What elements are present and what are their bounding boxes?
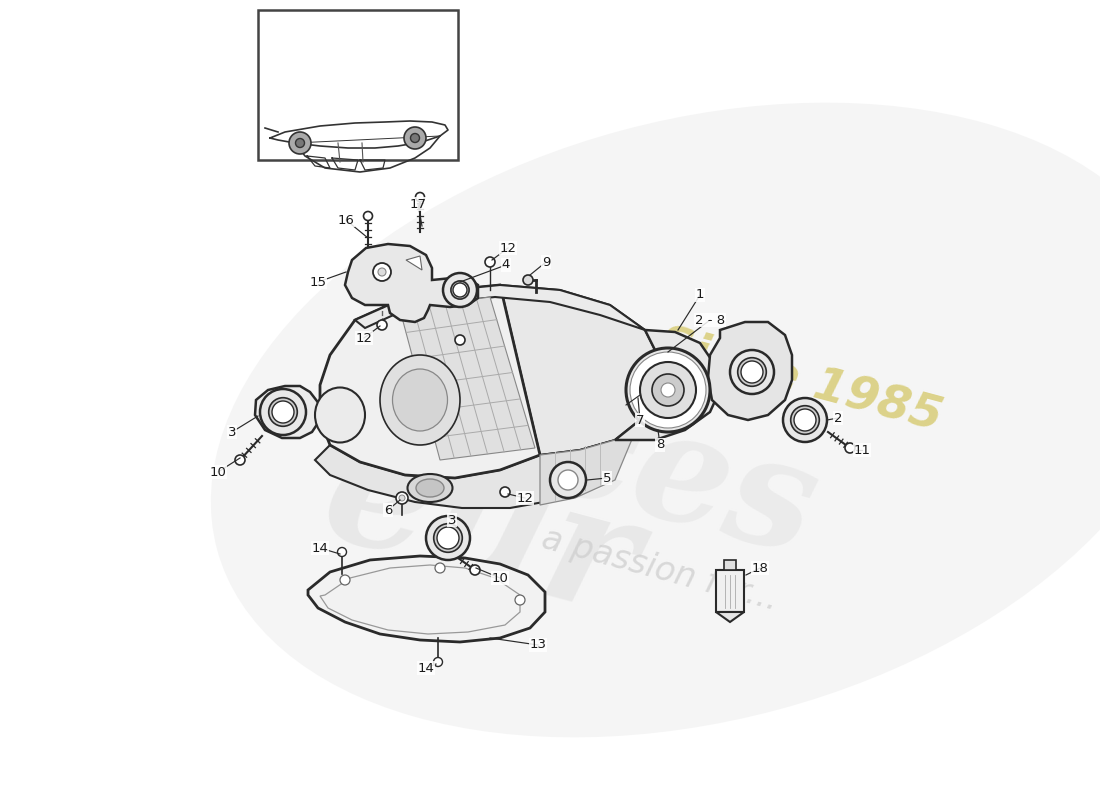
Circle shape	[434, 563, 446, 573]
Polygon shape	[255, 386, 320, 438]
Circle shape	[845, 443, 855, 453]
Text: 13: 13	[529, 638, 547, 651]
FancyBboxPatch shape	[724, 560, 736, 570]
Text: 9: 9	[542, 255, 550, 269]
Circle shape	[738, 358, 767, 386]
Ellipse shape	[379, 355, 460, 445]
Circle shape	[268, 398, 297, 426]
Polygon shape	[716, 612, 744, 622]
Polygon shape	[615, 330, 720, 440]
Circle shape	[522, 275, 534, 285]
Ellipse shape	[315, 387, 365, 442]
Circle shape	[235, 455, 245, 465]
Polygon shape	[355, 285, 645, 330]
Polygon shape	[540, 420, 640, 505]
Text: 2: 2	[834, 411, 843, 425]
Circle shape	[399, 495, 405, 501]
Circle shape	[433, 524, 462, 552]
Circle shape	[340, 575, 350, 585]
Circle shape	[794, 409, 816, 431]
Text: 14: 14	[418, 662, 434, 674]
Circle shape	[260, 389, 306, 435]
Text: 17: 17	[409, 198, 427, 210]
Circle shape	[730, 350, 774, 394]
Polygon shape	[320, 285, 540, 478]
Circle shape	[338, 547, 346, 557]
Text: 4: 4	[502, 258, 510, 271]
Circle shape	[500, 487, 510, 497]
Text: 7: 7	[636, 414, 645, 426]
Text: 5: 5	[603, 471, 612, 485]
Polygon shape	[345, 244, 478, 322]
Circle shape	[453, 283, 468, 297]
Text: 14: 14	[311, 542, 329, 554]
Circle shape	[373, 263, 390, 281]
Circle shape	[296, 138, 305, 147]
Circle shape	[378, 268, 386, 276]
Circle shape	[470, 565, 480, 575]
Circle shape	[289, 132, 311, 154]
Circle shape	[558, 470, 578, 490]
Circle shape	[455, 335, 465, 345]
Text: 8: 8	[656, 438, 664, 451]
Circle shape	[661, 383, 675, 397]
Circle shape	[640, 362, 696, 418]
Ellipse shape	[393, 369, 448, 431]
Circle shape	[741, 361, 763, 383]
Polygon shape	[308, 556, 544, 642]
Circle shape	[396, 492, 408, 504]
Circle shape	[426, 516, 470, 560]
Polygon shape	[315, 440, 615, 508]
FancyBboxPatch shape	[716, 570, 744, 612]
Bar	[258, 10, 458, 160]
Text: 6: 6	[384, 503, 393, 517]
Circle shape	[783, 398, 827, 442]
Text: 12: 12	[499, 242, 517, 254]
Text: 3: 3	[448, 514, 456, 526]
Text: ces: ces	[527, 372, 833, 588]
Circle shape	[410, 134, 419, 142]
Text: 11: 11	[854, 443, 870, 457]
Polygon shape	[406, 256, 422, 270]
Polygon shape	[400, 297, 535, 460]
Text: 2 - 8: 2 - 8	[695, 314, 725, 326]
Circle shape	[652, 374, 684, 406]
Circle shape	[363, 211, 373, 221]
Circle shape	[791, 406, 820, 434]
Text: 12: 12	[355, 331, 373, 345]
Text: 16: 16	[338, 214, 354, 226]
Circle shape	[377, 320, 387, 330]
Text: 15: 15	[309, 275, 327, 289]
Circle shape	[437, 527, 459, 549]
Circle shape	[550, 462, 586, 498]
Text: 1: 1	[695, 289, 704, 302]
Ellipse shape	[407, 474, 452, 502]
Circle shape	[451, 281, 469, 299]
Circle shape	[443, 273, 477, 307]
Text: 18: 18	[751, 562, 769, 574]
Circle shape	[416, 193, 425, 202]
Circle shape	[515, 595, 525, 605]
Text: eur: eur	[307, 411, 653, 649]
Polygon shape	[708, 322, 792, 420]
Text: Since 1985: Since 1985	[653, 321, 947, 439]
Text: 10: 10	[492, 571, 508, 585]
Text: 3: 3	[228, 426, 236, 438]
Ellipse shape	[211, 102, 1100, 738]
Circle shape	[630, 352, 706, 428]
Circle shape	[433, 658, 442, 666]
Circle shape	[272, 401, 294, 423]
Ellipse shape	[416, 479, 444, 497]
Text: a passion for...: a passion for...	[538, 522, 782, 618]
Text: 10: 10	[210, 466, 227, 478]
Circle shape	[485, 257, 495, 267]
Circle shape	[626, 348, 710, 432]
Circle shape	[404, 127, 426, 149]
Polygon shape	[500, 285, 660, 455]
Text: 12: 12	[517, 491, 534, 505]
